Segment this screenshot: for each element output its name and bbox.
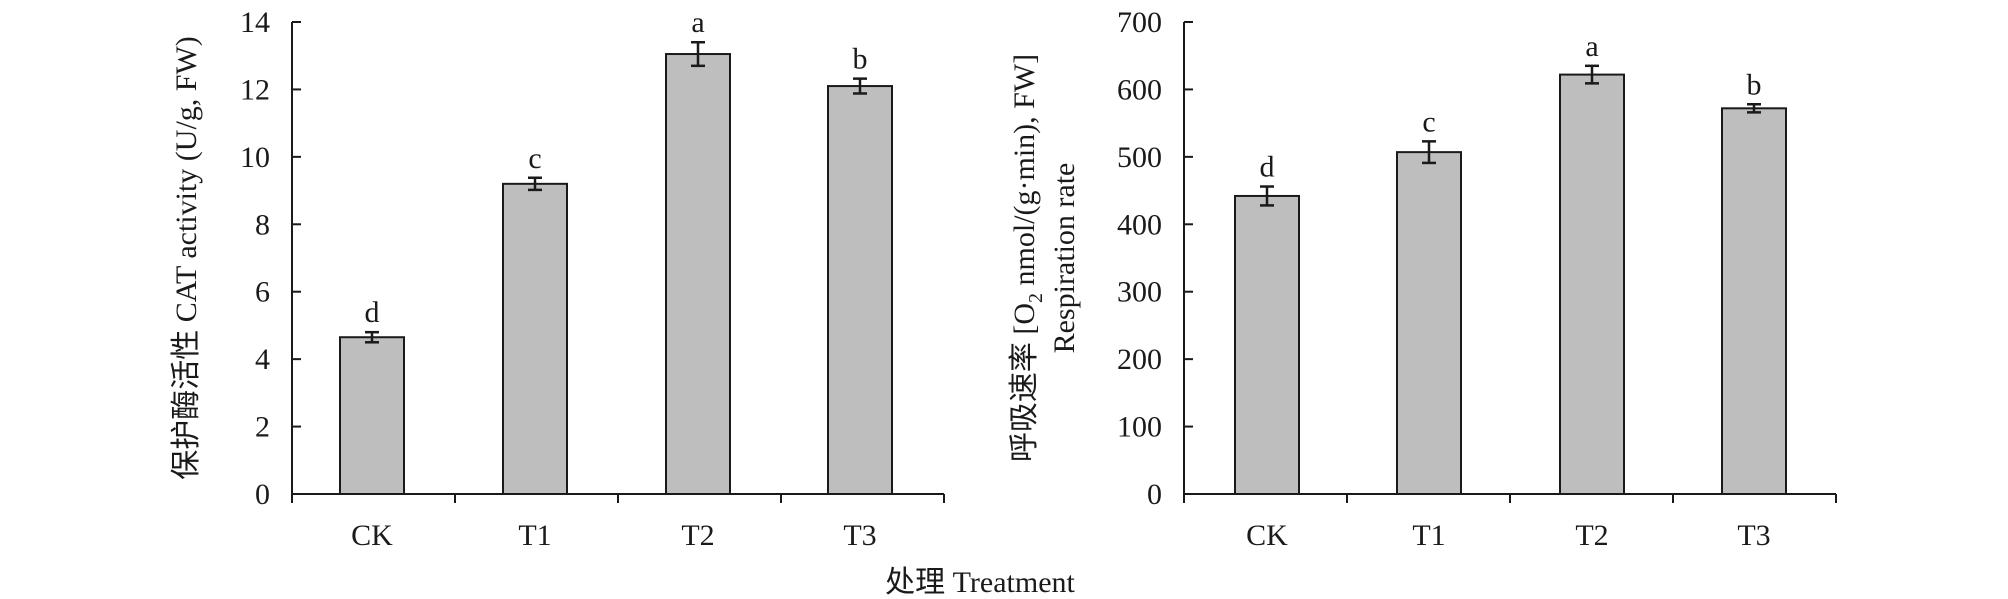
cat-bar-t2 (665, 53, 731, 496)
resp-bar-t1 (1396, 151, 1462, 495)
cat-bar-ck (339, 336, 405, 495)
respiration-y-axis-title-subscript: 2 (1025, 293, 1047, 303)
cat-bar-t3 (827, 85, 893, 496)
x-axis-title: 处理 Treatment (885, 566, 1075, 599)
resp-category-label-t1: T1 (1412, 519, 1445, 552)
cat-category-label-ck: CK (351, 519, 393, 552)
cat-activity-chart: 0 2 4 6 8 10 12 14 d CK c T1 a T2 b T3 (240, 6, 945, 552)
resp-category-label-t3: T3 (1737, 519, 1770, 552)
resp-category-label-ck: CK (1246, 519, 1288, 552)
resp-bar-ck (1234, 194, 1300, 495)
resp-y-tick-label: 100 (1117, 411, 1162, 444)
respiration-y-axis-title-main: 呼吸速率 [O (1008, 303, 1041, 462)
cat-y-tick-label: 12 (240, 73, 270, 106)
resp-y-tick-label: 0 (1147, 478, 1162, 511)
resp-y-tick-label: 600 (1117, 73, 1162, 106)
respiration-y-axis-title-line2: Respiration rate (1048, 163, 1081, 354)
resp-category-label-t2: T2 (1575, 519, 1608, 552)
cat-category-label-t3: T3 (843, 519, 876, 552)
cat-significance-label-t2: a (691, 6, 704, 39)
cat-bar-t1 (502, 182, 568, 495)
cat-category-label-t2: T2 (681, 519, 714, 552)
resp-significance-label-t2: a (1585, 30, 1598, 63)
resp-y-tick-label: 500 (1117, 141, 1162, 174)
cat-y-tick-label: 8 (255, 208, 270, 241)
respiration-y-axis-title-tail: nmol/(g·min), FW] (1008, 54, 1041, 293)
cat-y-tick-label: 10 (240, 141, 270, 174)
cat-significance-label-t1: c (528, 142, 541, 175)
respiration-y-axis-title: 呼吸速率 [O2 nmol/(g·min), FW] (1008, 54, 1047, 462)
resp-y-tick-label: 700 (1117, 6, 1162, 39)
resp-y-tick-label: 200 (1117, 343, 1162, 376)
cat-y-tick-label: 6 (255, 276, 270, 309)
cat-y-axis-title: 保护酶活性 CAT activity (U/g, FW) (170, 36, 203, 480)
cat-significance-label-t3: b (853, 43, 868, 76)
respiration-rate-chart: 0 100 200 300 400 500 600 700 d CK c T1 a T2 b T3 (1117, 6, 1837, 552)
cat-y-tick-label: 2 (255, 411, 270, 444)
resp-y-tick-label: 400 (1117, 208, 1162, 241)
cat-y-tick-label: 14 (240, 6, 270, 39)
cat-significance-label-ck: d (365, 296, 380, 329)
cat-y-tick-label: 4 (255, 343, 270, 376)
resp-significance-label-ck: d (1260, 151, 1275, 184)
resp-significance-label-t1: c (1422, 105, 1435, 138)
resp-bar-t3 (1721, 107, 1787, 496)
resp-y-tick-label: 300 (1117, 276, 1162, 309)
resp-significance-label-t3: b (1747, 68, 1762, 101)
cat-y-tick-label: 0 (255, 478, 270, 511)
resp-bar-t2 (1559, 73, 1625, 495)
cat-category-label-t1: T1 (518, 519, 551, 552)
